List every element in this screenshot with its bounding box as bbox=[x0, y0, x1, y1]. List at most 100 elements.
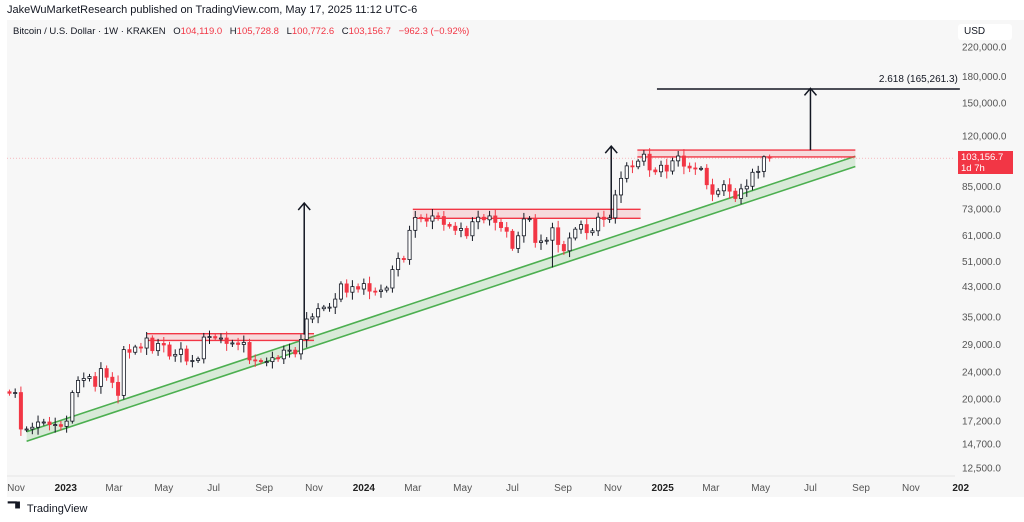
candle-up bbox=[218, 337, 223, 340]
candle-down bbox=[138, 346, 143, 349]
channel-lower-line bbox=[26, 165, 856, 442]
candle-down bbox=[247, 342, 252, 361]
candle-up bbox=[64, 420, 69, 427]
candle-down bbox=[499, 222, 504, 228]
candle-up bbox=[390, 269, 395, 289]
x-tick-label: Sep bbox=[554, 483, 572, 494]
candle-up bbox=[41, 421, 46, 424]
candle-down bbox=[556, 227, 561, 245]
x-tick-label: May bbox=[154, 483, 173, 494]
candle-up bbox=[407, 229, 412, 260]
candle-up bbox=[270, 357, 275, 363]
candle-down bbox=[401, 258, 406, 260]
candle-down bbox=[647, 153, 652, 171]
chart-pane[interactable] bbox=[7, 20, 1024, 497]
resistance-zone bbox=[637, 150, 856, 157]
candle-up bbox=[721, 184, 726, 192]
candle-down bbox=[464, 228, 469, 237]
candle-down bbox=[510, 230, 515, 249]
y-tick-label: 24,000.0 bbox=[962, 368, 1001, 379]
x-tick-label: Mar bbox=[702, 483, 720, 494]
candle-down bbox=[424, 218, 429, 222]
candle-down bbox=[184, 348, 189, 362]
high-value: 105,728.8 bbox=[236, 26, 279, 37]
candle-down bbox=[224, 337, 229, 344]
candle-down bbox=[253, 359, 258, 362]
x-tick-label: Nov bbox=[902, 483, 920, 494]
candle-down bbox=[681, 155, 686, 167]
candle-down bbox=[258, 360, 263, 363]
candle-up bbox=[287, 349, 292, 352]
candle-up bbox=[470, 221, 475, 237]
candle-up bbox=[699, 167, 704, 170]
candle-up bbox=[98, 368, 103, 387]
candle-up bbox=[750, 171, 755, 187]
close-label: C bbox=[341, 26, 349, 37]
candle-up bbox=[196, 358, 201, 361]
candle-down bbox=[653, 169, 658, 173]
candle-down bbox=[727, 184, 732, 192]
candle-up bbox=[521, 218, 526, 237]
candle-up bbox=[304, 318, 309, 340]
candle-up bbox=[476, 216, 481, 223]
candle-up bbox=[756, 170, 761, 173]
y-tick-label: 51,000.0 bbox=[962, 257, 1001, 268]
candle-up bbox=[190, 360, 195, 362]
close-value: 103,156.7 bbox=[348, 26, 391, 37]
x-tick-label: Sep bbox=[255, 483, 273, 494]
brand-name: TradingView bbox=[26, 502, 88, 515]
candle-up bbox=[573, 228, 578, 239]
y-tick-label: 17,200.0 bbox=[962, 417, 1001, 428]
candle-up bbox=[178, 348, 183, 355]
candle-down bbox=[93, 376, 98, 387]
candle-up bbox=[744, 185, 749, 190]
arrow-head-icon bbox=[297, 201, 311, 211]
candle-up bbox=[487, 215, 492, 221]
candle-down bbox=[18, 392, 23, 430]
candle-up bbox=[316, 308, 321, 318]
candle-down bbox=[356, 286, 361, 290]
candle-up bbox=[156, 343, 161, 352]
candle-down bbox=[441, 216, 446, 225]
candle-up bbox=[716, 190, 721, 195]
symbol-name[interactable]: Bitcoin / U.S. Dollar · 1W · KRAKEN bbox=[13, 26, 166, 37]
candle-up bbox=[361, 283, 366, 290]
x-tick-label: May bbox=[453, 483, 472, 494]
candle-up bbox=[378, 289, 383, 292]
candle-up bbox=[70, 392, 75, 422]
candle-down bbox=[453, 225, 458, 231]
candle-up bbox=[516, 235, 521, 249]
candle-down bbox=[110, 376, 115, 383]
candle-down bbox=[167, 344, 172, 357]
y-tick-label: 150,000.0 bbox=[962, 99, 1007, 110]
fib-target-label: 2.618 (165,261.3) bbox=[879, 74, 958, 85]
candle-up bbox=[539, 240, 544, 243]
publisher-line: JakeWuMarketResearch published on Tradin… bbox=[7, 4, 418, 16]
x-tick-label: 2024 bbox=[353, 483, 376, 494]
candle-up bbox=[413, 217, 418, 231]
candle-down bbox=[584, 224, 589, 234]
candle-down bbox=[447, 224, 452, 227]
candle-up bbox=[579, 224, 584, 230]
open-label: O bbox=[173, 26, 181, 37]
y-tick-label: 20,000.0 bbox=[962, 395, 1001, 406]
candle-up bbox=[133, 346, 138, 353]
candle-up bbox=[81, 378, 86, 381]
candle-down bbox=[373, 290, 378, 293]
candle-down bbox=[704, 167, 709, 186]
candle-up bbox=[641, 153, 646, 162]
y-tick-label: 85,000.0 bbox=[962, 182, 1001, 193]
candle-down bbox=[161, 343, 166, 346]
candle-down bbox=[493, 215, 498, 223]
currency-button[interactable]: USD bbox=[958, 24, 1012, 40]
arrow-head-icon bbox=[604, 144, 618, 154]
candle-up bbox=[207, 336, 212, 338]
last-price: 103,156.7 bbox=[961, 152, 1004, 163]
candle-down bbox=[104, 368, 109, 378]
candle-down bbox=[47, 421, 52, 425]
candle-down bbox=[710, 184, 715, 195]
footer-brand[interactable]: ▔▘ TradingView bbox=[8, 502, 88, 516]
candle-up bbox=[430, 215, 435, 222]
x-tick-label: Mar bbox=[105, 483, 123, 494]
